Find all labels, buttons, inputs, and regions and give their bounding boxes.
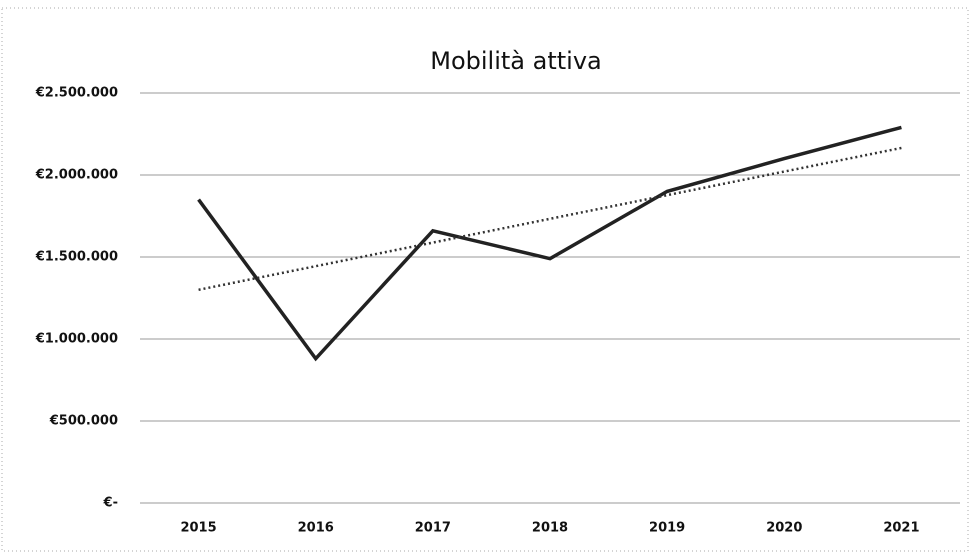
x-tick-label: 2020 [766, 521, 802, 536]
y-tick-label: €- [103, 496, 118, 511]
y-tick-label: €2.500.000 [35, 86, 118, 101]
line [197, 125, 902, 362]
x-tick-label: 2017 [415, 521, 451, 536]
trend-line [198, 146, 902, 292]
y-tick-label: €2.000.000 [35, 168, 118, 183]
x-tick-label: 2016 [298, 521, 334, 536]
chart-title: Mobilità attiva [430, 47, 601, 75]
x-tick-label: 2018 [532, 521, 568, 536]
x-tick-label: 2021 [883, 521, 919, 536]
x-tick-label: 2015 [180, 521, 216, 536]
y-tick-label: €1.000.000 [35, 332, 118, 347]
x-tick-label: 2019 [649, 521, 685, 536]
chart-frame [1, 7, 969, 552]
y-tick-label: €1.500.000 [35, 250, 118, 265]
y-tick-label: €500.000 [49, 414, 118, 429]
